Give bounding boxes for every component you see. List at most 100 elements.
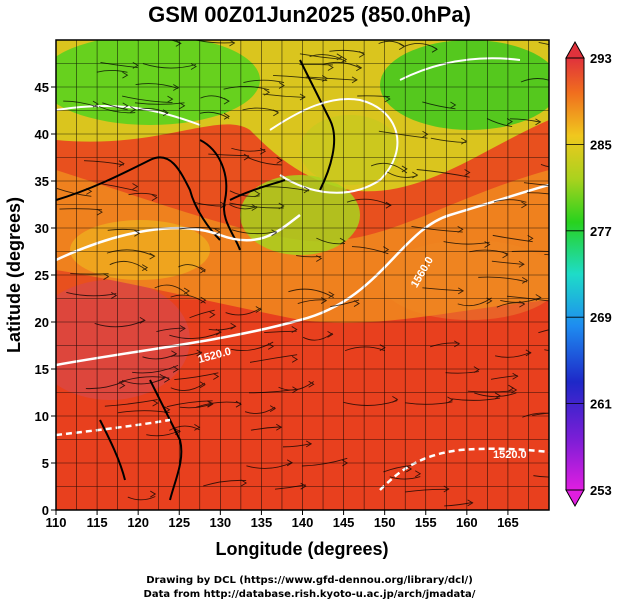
colorbar-tick-label: 269 [590, 310, 612, 325]
streamline-arrow [457, 226, 464, 233]
streamline-arrow [398, 43, 406, 51]
streamline-arrow [292, 386, 299, 394]
streamline [378, 40, 405, 47]
streamline [330, 299, 360, 307]
streamline [422, 101, 456, 110]
streamline-arrow [159, 373, 166, 381]
streamline [142, 63, 197, 69]
streamline [208, 153, 249, 157]
streamline-arrow [190, 63, 197, 70]
streamline-arrow [356, 64, 363, 72]
streamline-arrow [267, 342, 275, 350]
contour-label: 1520.0 [493, 449, 527, 461]
streamline [178, 264, 206, 273]
y-tick-label: 45 [35, 80, 49, 95]
streamline-arrow [327, 330, 334, 338]
streamline-arrow [175, 40, 182, 47]
streamline-arrow [299, 93, 306, 101]
streamline-arrow [167, 95, 174, 103]
lat-lon-grid [55, 39, 550, 511]
x-tick-labels: 110 115 120 125 130 135 140 145 150 155 160 165 [46, 510, 519, 530]
streamline [346, 198, 392, 207]
streamline [174, 372, 219, 380]
streamline-arrow [525, 349, 532, 357]
streamline [509, 118, 541, 123]
streamline [169, 331, 222, 339]
streamline-arrow [502, 251, 509, 259]
colorbar-tick-label: 285 [590, 137, 612, 152]
streamline-arrow [341, 56, 348, 63]
streamline-arrow [164, 376, 171, 383]
streamline [135, 83, 179, 90]
streamline-arrow [139, 317, 146, 324]
streamline-arrow [560, 193, 565, 199]
streamline [474, 392, 517, 398]
streamline [351, 246, 389, 255]
streamline [274, 484, 306, 490]
streamline-arrow [336, 53, 343, 61]
streamline-arrow [327, 64, 334, 71]
streamline [532, 412, 549, 416]
streamline [429, 342, 460, 348]
colorbar-max-arrow [565, 40, 585, 59]
streamline [229, 190, 260, 197]
x-tick-label: 110 [46, 515, 67, 530]
streamline [467, 390, 514, 393]
streamline [288, 288, 334, 298]
x-tick-label: 135 [251, 515, 273, 530]
x-tick-label: 160 [456, 515, 478, 530]
streamline [416, 169, 470, 178]
streamline [189, 309, 215, 319]
colorbar: 293 285 277 269 261 253 [565, 40, 612, 508]
streamline [520, 78, 549, 83]
streamline [506, 295, 549, 302]
streamline-arrow [149, 252, 156, 260]
y-tick-labels: 0 5 10 15 20 25 30 35 40 45 [35, 80, 56, 518]
x-tick-label: 145 [333, 515, 355, 530]
x-axis-title: Longitude (degrees) [215, 539, 388, 559]
streamline-arrow [412, 171, 419, 179]
credit-data-source: Data from http://database.rish.kyoto-u.a… [143, 589, 476, 600]
streamline-arrow [450, 101, 457, 109]
streamline-arrow [305, 440, 313, 448]
streamline-arrow [271, 229, 278, 237]
streamline-arrow [384, 95, 391, 103]
streamline-arrow [118, 160, 125, 168]
streamline [538, 41, 549, 46]
streamline [56, 187, 92, 197]
streamline-arrow [453, 340, 461, 348]
streamline-arrow [134, 229, 141, 237]
streamline [231, 229, 277, 235]
streamline-arrow [173, 84, 180, 91]
streamline [544, 349, 549, 351]
streamline-arrow [172, 365, 179, 373]
streamline [378, 130, 428, 139]
streamline-arrow [243, 153, 250, 161]
streamline-arrow [512, 372, 519, 380]
streamline-arrow [122, 71, 129, 79]
streamline [383, 465, 412, 473]
x-tick-label: 140 [292, 515, 314, 530]
streamline [495, 351, 532, 358]
credit-drawing: Drawing by DCL (https://www.gfd-dennou.o… [146, 575, 473, 586]
streamline-arrow [303, 186, 310, 194]
streamline-arrow [171, 350, 178, 358]
y-tick-label: 35 [35, 174, 49, 189]
streamline-arrow [209, 311, 216, 319]
streamline-arrow [415, 470, 422, 478]
streamline-arrow [92, 100, 99, 108]
streamline [322, 61, 362, 69]
streamline-arrow [152, 399, 159, 407]
streamline [199, 111, 230, 119]
streamline-arrow [308, 380, 315, 388]
streamline-arrow [269, 405, 277, 413]
streamline [357, 95, 390, 98]
streamline [193, 201, 226, 207]
streamline-arrow [555, 411, 560, 417]
streamline-arrow [255, 306, 262, 313]
y-tick-label: 10 [35, 409, 49, 424]
streamline [225, 307, 262, 316]
streamline-arrow [200, 266, 207, 274]
streamline [478, 276, 528, 283]
